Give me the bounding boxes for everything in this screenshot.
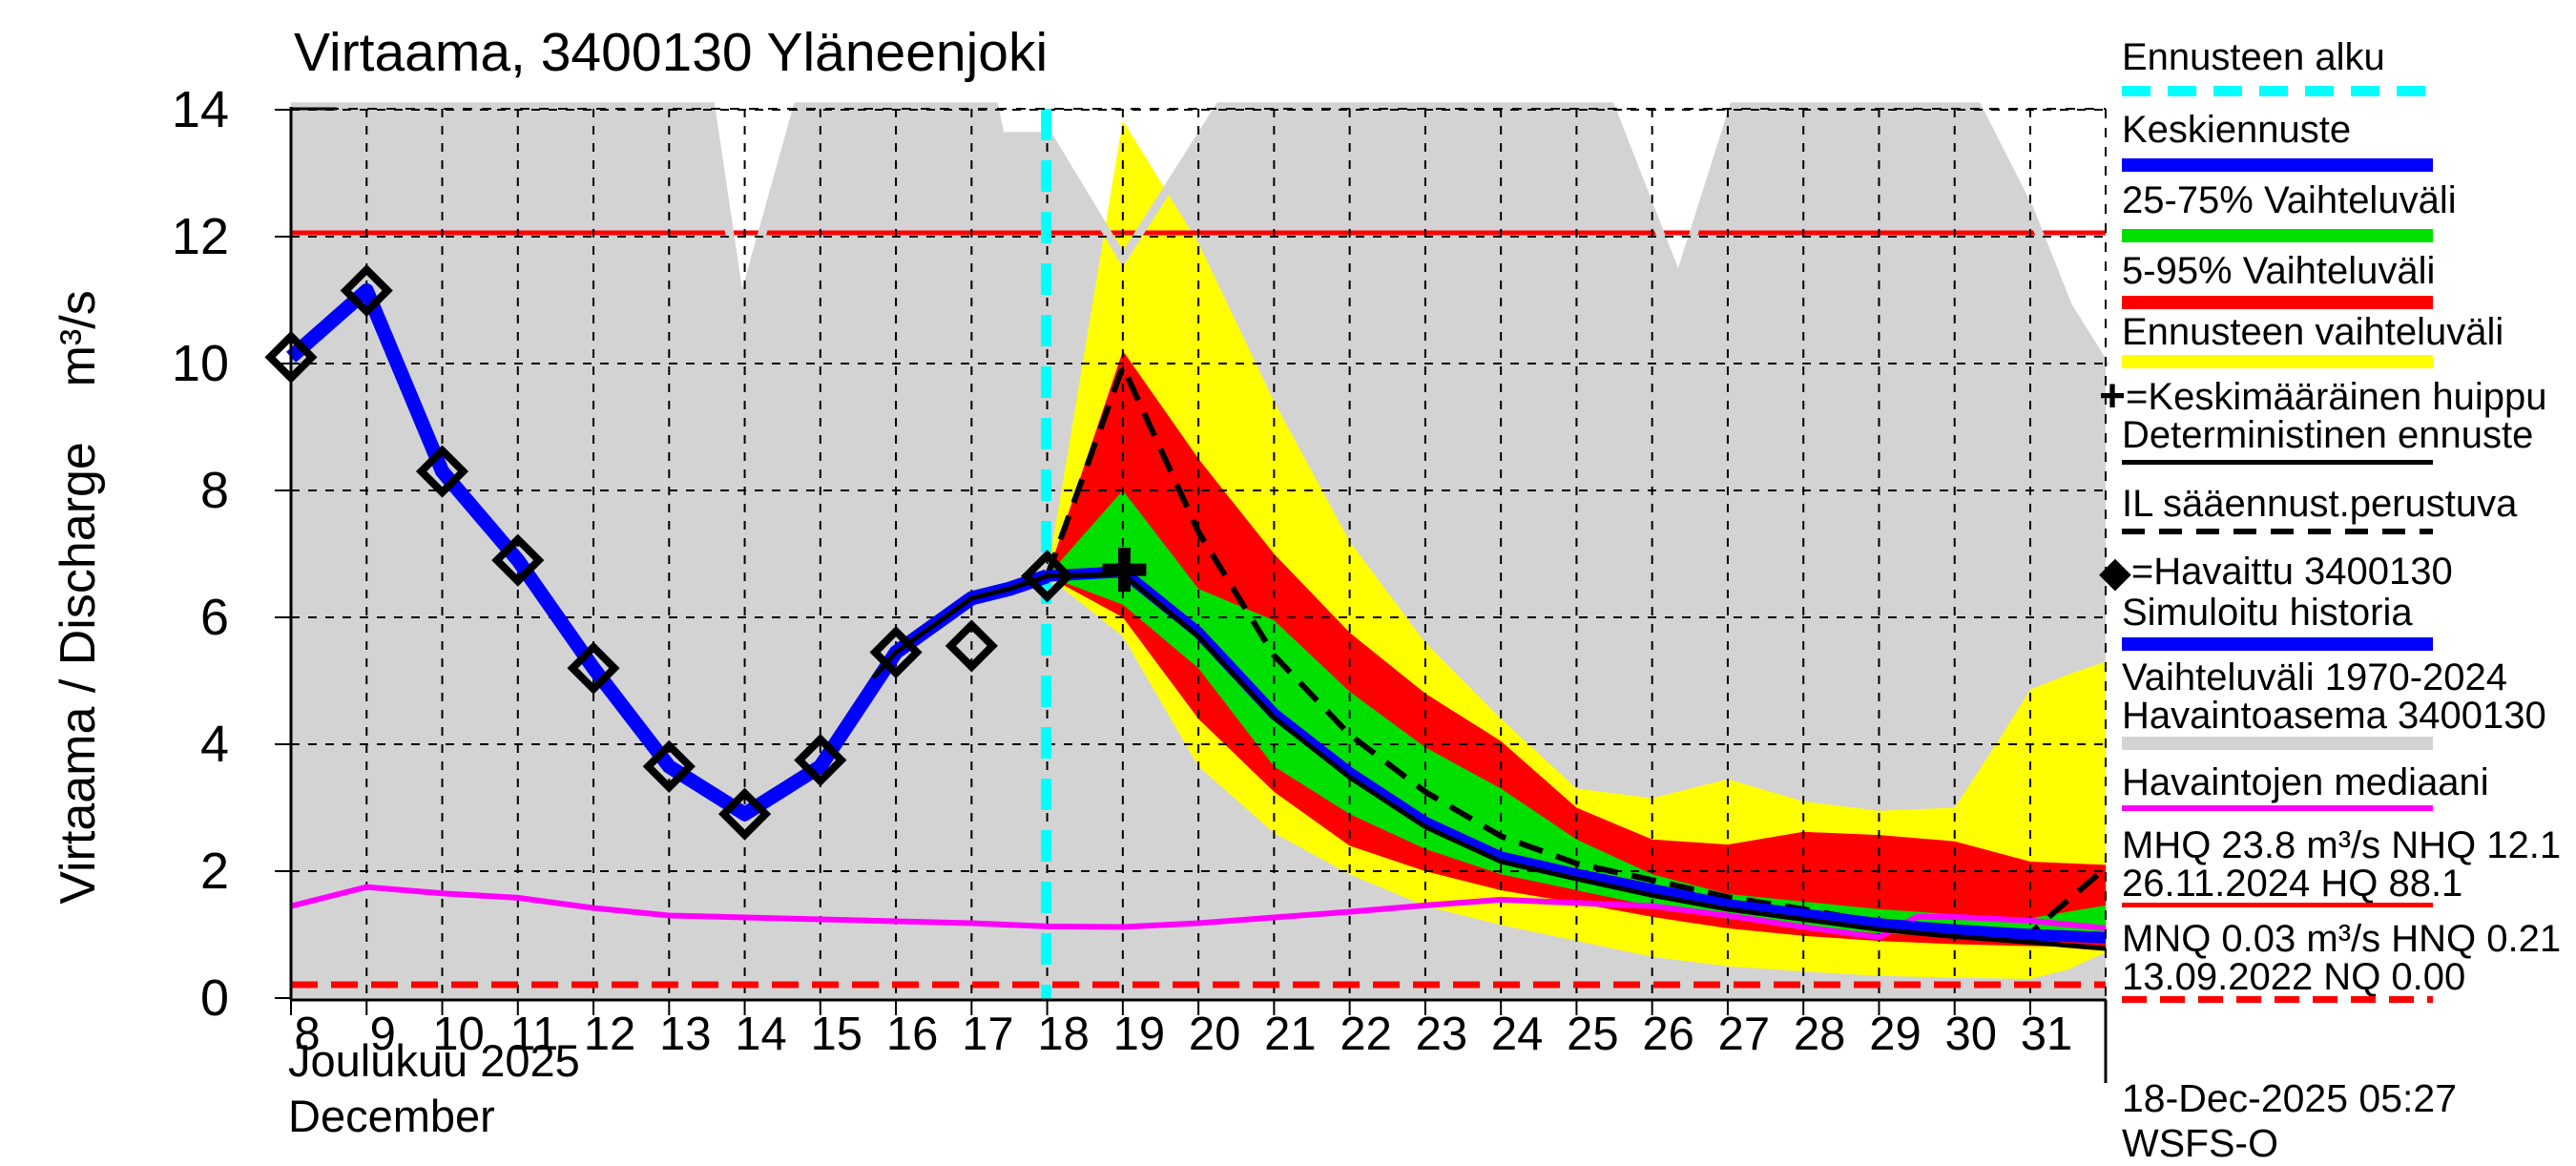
legend-item-label: Havaintojen mediaani [2122, 761, 2489, 803]
observed-point-marker [794, 734, 847, 787]
y-tick-label: 0 [199, 969, 229, 1027]
x-tick-label: 21 [1264, 1009, 1317, 1060]
x-tick-label: 8 [294, 1009, 321, 1060]
x-tick-label: 19 [1112, 1009, 1166, 1060]
legend-item-label: Ennusteen vaihteluväli [2122, 311, 2504, 353]
x-tick-label: 24 [1490, 1009, 1544, 1060]
deterministic-forecast-line [871, 572, 2107, 951]
legend-item-label: +=Keskimääräinen huippu [2099, 371, 2547, 422]
mean-forecast-line [1047, 566, 2107, 944]
legend-item-label: Keskiennuste [2122, 109, 2352, 151]
x-axis-month-en: December [288, 1091, 495, 1141]
x-tick-label: 13 [659, 1009, 712, 1060]
x-tick-label: 22 [1340, 1009, 1392, 1060]
x-tick-label: 16 [885, 1009, 939, 1060]
x-tick-label: 29 [1869, 1009, 1922, 1060]
band-5-95 [1047, 350, 2107, 947]
x-tick-label: 14 [735, 1009, 787, 1060]
legend-item-label: MHQ 23.8 m³/s NHQ 12.1 [2122, 824, 2562, 866]
legend-sample-blue-bar [2122, 158, 2433, 172]
y-tick-label: 8 [199, 462, 229, 519]
y-tick-label: 6 [199, 589, 229, 646]
x-tick-label: 12 [583, 1009, 636, 1060]
legend-sample-black-dashed [2122, 529, 2433, 534]
median-line [290, 884, 2107, 941]
observed-point-marker [340, 263, 393, 318]
legend-sample-red-line [2122, 903, 2433, 907]
observed-point-marker [642, 739, 696, 793]
legend-item-label: IL sääennust.perustuva [2122, 483, 2518, 525]
legend-sample-black-line [2122, 460, 2433, 465]
legend-item-label: Ennusteen alku [2122, 36, 2385, 78]
legend-item-label: Deterministinen ennuste [2122, 414, 2534, 456]
run-timestamp: 18-Dec-2025 05:27 WSFS-O [2122, 1076, 2458, 1165]
x-tick-label: 11 [509, 1009, 559, 1060]
legend-item-label: 25-75% Vaihteluväli [2122, 179, 2457, 221]
x-tick-label: 18 [1037, 1009, 1090, 1060]
x-tick-label: 30 [1944, 1009, 1997, 1060]
y-tick-label: 4 [199, 716, 229, 773]
x-tick-label: 26 [1642, 1009, 1694, 1060]
legend-sample-green-bar [2122, 229, 2433, 242]
x-tick-label: 31 [2020, 1009, 2073, 1060]
observed-point-marker [869, 625, 923, 679]
y-tick-label: 2 [199, 843, 229, 900]
legend-sample-gray-bar [2122, 737, 2433, 750]
observed-point-marker [1021, 550, 1074, 603]
legend-item-label: MNQ 0.03 m³/s HNQ 0.21 [2122, 918, 2562, 960]
plus-icon: + [2099, 371, 2127, 422]
x-tick-label: 28 [1793, 1009, 1846, 1060]
legend-sample-cyan-dashed [2122, 86, 2433, 96]
legend-sample-red-dashed [2122, 996, 2433, 1003]
chart-title: Virtaama, 3400130 Yläneenjoki [294, 22, 1049, 83]
x-tick-label: 15 [810, 1009, 863, 1060]
x-tick-label: 17 [962, 1009, 1014, 1060]
x-axis-month-fi: Joulukuu 2025 [288, 1035, 580, 1086]
y-tick-label: 10 [171, 335, 229, 392]
x-tick-label: 20 [1188, 1009, 1241, 1060]
historical-range-edge [291, 102, 2110, 369]
legend-sample-magenta-line [2122, 805, 2433, 811]
observed-point-marker [567, 641, 620, 695]
legend-item-label: 5-95% Vaihteluväli [2122, 250, 2436, 292]
legend-sample-blue-bar [2122, 637, 2433, 651]
observed-point-marker [945, 619, 998, 673]
legend-item-label-line2: 13.09.2022 NQ 0.00 [2122, 956, 2466, 998]
historical-range-notches [291, 105, 2107, 367]
legend-item-label: Vaihteluväli 1970-2024 [2122, 656, 2508, 698]
legend-item-label-line2: Havaintoasema 3400130 [2122, 695, 2546, 737]
legend-item-label-line2: 26.11.2024 HQ 88.1 [2122, 863, 2463, 905]
x-tick-label: 23 [1415, 1009, 1468, 1060]
observed-point-marker [717, 787, 772, 841]
x-tick-label: 10 [432, 1009, 485, 1060]
observed-point-marker [415, 445, 469, 498]
y-tick-label: 14 [171, 81, 229, 138]
y-tick-label: 12 [171, 208, 229, 265]
legend-sample-red-bar [2122, 296, 2433, 309]
observed-point-marker [491, 533, 545, 587]
x-tick-label: 9 [369, 1009, 396, 1060]
legend-item-label: Simuloitu historia [2122, 592, 2413, 634]
x-tick-label: 25 [1567, 1009, 1619, 1060]
observed-point-marker [264, 330, 318, 384]
legend-sample-yellow-bar [2122, 355, 2433, 368]
diamond-icon: ◆ [2099, 549, 2131, 595]
legend-item-label: ◆=Havaittu 3400130 [2099, 549, 2453, 595]
x-tick-label: 27 [1717, 1009, 1771, 1060]
